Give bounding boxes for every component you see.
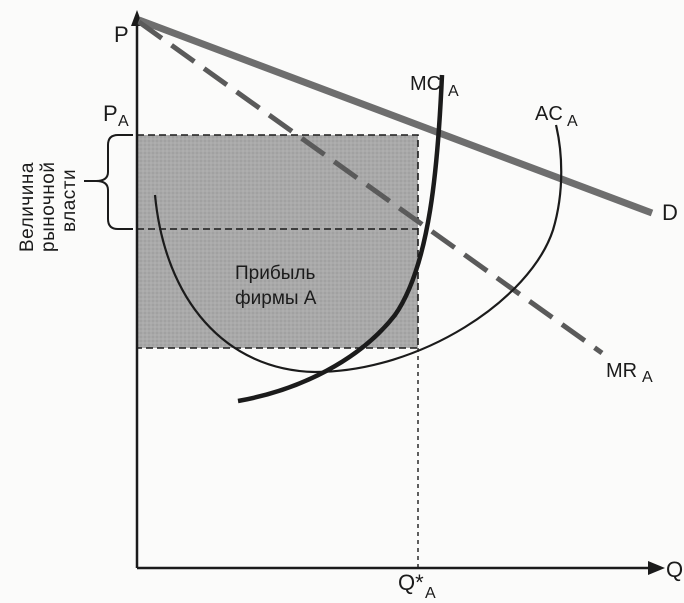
demand-label: D <box>662 200 678 225</box>
mc-curve <box>237 74 445 404</box>
mc-label: MC <box>410 73 441 95</box>
mr-label: MR <box>606 360 637 382</box>
market-power-line1: Величина <box>17 162 38 252</box>
ac-label: AC <box>535 103 563 125</box>
market-power-brace <box>95 134 133 230</box>
quantity-label: Q* <box>398 570 424 595</box>
ac-label-subscript: A <box>567 113 578 130</box>
profit-label-line2: фирмы А <box>235 288 317 309</box>
y-axis-label: P <box>114 22 129 47</box>
x-axis-arrow <box>648 561 665 575</box>
market-power-line2: рыночной <box>38 162 59 252</box>
x-axis-label: Q <box>666 557 683 582</box>
ac-curve <box>153 124 563 374</box>
mr-curve <box>137 19 604 356</box>
mr-label-subscript: A <box>642 369 653 386</box>
profit-rectangle <box>137 135 418 348</box>
price-label: P <box>103 101 118 126</box>
quantity-label-subscript: A <box>425 585 436 602</box>
demand-curve <box>137 16 654 217</box>
mc-label-subscript: A <box>448 83 459 100</box>
profit-label-line1: Прибыль <box>235 263 315 284</box>
price-label-subscript: A <box>118 113 129 130</box>
market-power-line3: власти <box>59 169 80 232</box>
